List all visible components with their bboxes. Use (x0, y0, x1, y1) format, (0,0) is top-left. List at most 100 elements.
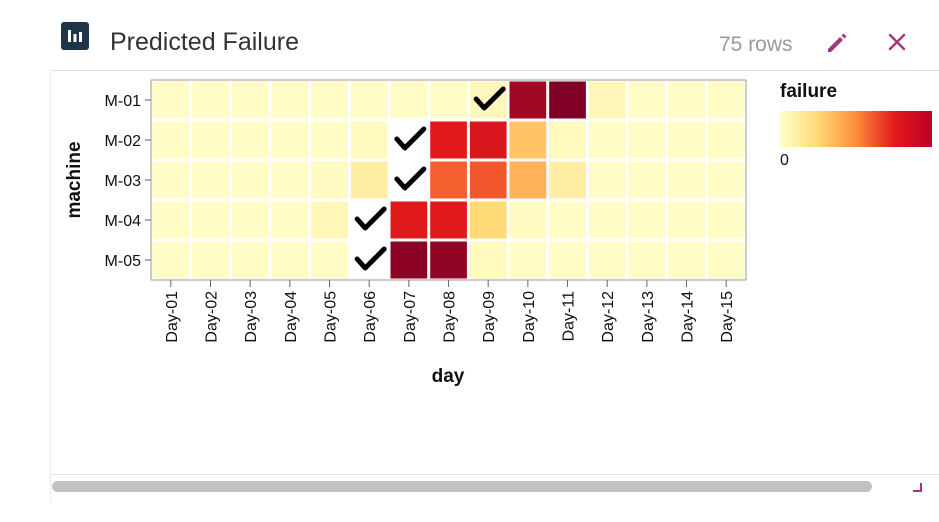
panel-left-border (50, 70, 51, 502)
heatmap-cell (707, 241, 745, 279)
pencil-icon (828, 33, 847, 52)
heatmap-cell (350, 161, 388, 199)
heatmap-cell (231, 81, 269, 119)
heatmap-cell (707, 161, 745, 199)
x-tick-label: Day-06 (362, 291, 379, 343)
heatmap-cell (588, 81, 626, 119)
heatmap-cell (311, 161, 348, 199)
heatmap-cell (549, 161, 586, 199)
y-tick-label: M-03 (105, 173, 142, 190)
y-tick-label: M-04 (105, 213, 142, 230)
heatmap-cell (509, 81, 547, 119)
heatmap-cell (271, 161, 309, 199)
x-tick-label: Day-08 (442, 291, 459, 343)
heatmap-cell (271, 81, 309, 119)
heatmap-cell (707, 81, 745, 119)
heatmap-cell (192, 201, 229, 239)
x-tick-label: Day-02 (204, 291, 221, 343)
heatmap-cell (509, 121, 547, 159)
x-tick-label: Day-03 (243, 291, 260, 343)
checkmark-icon (394, 166, 427, 191)
heatmap-cell (628, 121, 666, 159)
heatmap-cell (588, 161, 626, 199)
x-tick-label: Day-09 (481, 291, 498, 343)
bar-chart-icon (61, 22, 89, 50)
x-tick-label: Day-01 (164, 291, 181, 343)
heatmap-cell (231, 121, 269, 159)
heatmap-cell (430, 201, 467, 239)
heatmap-cell (152, 241, 190, 279)
resize-handle-icon[interactable] (911, 481, 923, 493)
scrollbar-thumb[interactable] (52, 481, 872, 492)
heatmap-cell (509, 161, 547, 199)
heatmap-cell (271, 241, 309, 279)
heatmap-chart: M-01 M-02 M-03 M-04 M-05 Day-01 Day-02 Day-03 D… (64, 79, 747, 387)
checkmark-icon (473, 86, 506, 111)
heatmap-cell (668, 121, 705, 159)
x-tick-label: Day-04 (283, 291, 300, 343)
footer-divider (50, 474, 939, 475)
header-divider (50, 70, 939, 71)
x-tick-label: Day-05 (323, 291, 340, 343)
heatmap-cell (152, 121, 190, 159)
x-tick-label: Day-10 (521, 291, 538, 343)
heatmap-cell (231, 201, 269, 239)
x-tick-label: Day-14 (680, 291, 697, 343)
heatmap-cell (588, 121, 626, 159)
heatmap-cell (390, 241, 428, 279)
heatmap-cell (549, 121, 586, 159)
heatmap-cell (549, 81, 586, 119)
legend-title: failure (780, 81, 838, 102)
heatmap-cell (549, 201, 586, 239)
heatmap-cell (668, 81, 705, 119)
heatmap-cell (350, 121, 388, 159)
y-tick-label: M-05 (105, 253, 142, 270)
heatmap-cell (350, 81, 388, 119)
heatmap-cell (707, 121, 745, 159)
heatmap-cell (430, 161, 467, 199)
heatmap-cell (668, 201, 705, 239)
x-tick-label: Day-13 (640, 291, 657, 343)
heatmap-cell (469, 201, 507, 239)
y-tick-label: M-02 (105, 133, 142, 150)
x-tick-label: Day-07 (402, 291, 419, 343)
heatmap-cell (509, 201, 547, 239)
heatmap-cell (192, 241, 229, 279)
heatmap-cell (192, 81, 229, 119)
close-icon (888, 33, 906, 51)
checkmark-icon (394, 126, 427, 151)
close-button[interactable] (882, 27, 912, 57)
heatmap-cell (231, 241, 269, 279)
legend-min-label: 0 (780, 152, 789, 169)
x-tick-label: Day-12 (600, 291, 617, 343)
y-tick-label: M-01 (105, 93, 142, 110)
heatmap-cell (628, 241, 666, 279)
heatmap-cell (588, 241, 626, 279)
heatmap-cell (311, 241, 348, 279)
heatmap-cell (231, 161, 269, 199)
x-tick-label: Day-15 (719, 291, 736, 343)
heatmap-cell (311, 201, 348, 239)
x-axis-title: day (432, 366, 465, 387)
heatmap-cell (469, 161, 507, 199)
heatmap-cell (390, 201, 428, 239)
checkmark-icon (354, 246, 387, 271)
heatmap-cell (271, 121, 309, 159)
heatmap-cell (469, 241, 507, 279)
heatmap-cell (668, 241, 705, 279)
x-tick-label: Day-11 (561, 291, 578, 341)
heatmap-cell (509, 241, 547, 279)
checkmark-icon (354, 206, 387, 231)
heatmap-cell (390, 81, 428, 119)
heatmap-cell (311, 121, 348, 159)
panel-title: Predicted Failure (110, 28, 299, 56)
panel-header: Predicted Failure 75 rows (0, 0, 939, 70)
heatmap-cell (152, 161, 190, 199)
heatmap-cell (707, 201, 745, 239)
edit-button[interactable] (822, 27, 852, 57)
heatmap-cell (549, 241, 586, 279)
heatmap-cell (628, 201, 666, 239)
heatmap-cell (311, 81, 348, 119)
heatmap-cell (192, 161, 229, 199)
